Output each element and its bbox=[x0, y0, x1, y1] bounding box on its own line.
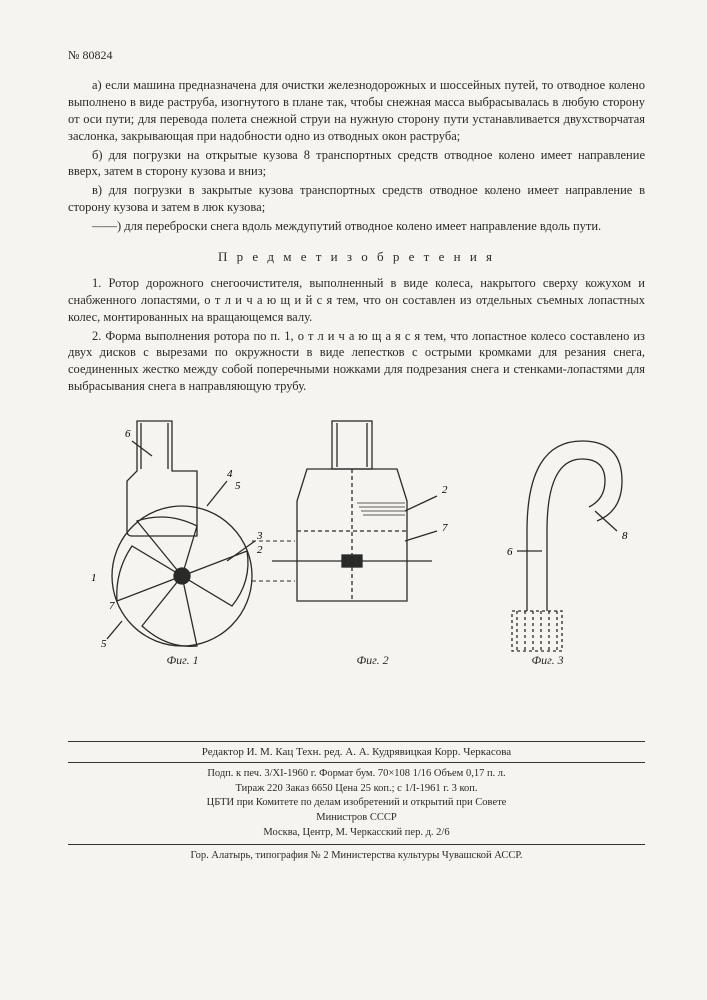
svg-text:6: 6 bbox=[125, 428, 131, 440]
claim-2: 2. Форма выполнения ротора по п. 1, о т … bbox=[68, 328, 645, 396]
svg-text:6: 6 bbox=[507, 546, 513, 558]
claim-1: 1. Ротор дорожного снегоочистителя, выпо… bbox=[68, 275, 645, 326]
fig3-label: Фиг. 3 bbox=[532, 653, 564, 668]
paragraph-b: б) для погрузки на открытые кузова 8 тра… bbox=[68, 147, 645, 181]
claims-heading: П р е д м е т и з о б р е т е н и я bbox=[68, 249, 645, 265]
svg-text:3: 3 bbox=[256, 530, 263, 542]
svg-text:7: 7 bbox=[109, 600, 115, 612]
svg-text:5: 5 bbox=[235, 480, 241, 492]
figures-block: 4 5 3 2 5 7 6 1 bbox=[77, 411, 637, 671]
editors-line: Редактор И. М. Кац Техн. ред. А. А. Кудр… bbox=[68, 741, 645, 763]
paragraph-d: ——) для переброски снега вдоль междупути… bbox=[68, 218, 645, 235]
fig1-label: Фиг. 1 bbox=[167, 653, 199, 668]
fig2-label: Фиг. 2 bbox=[357, 653, 389, 668]
paragraph-a: а) если машина предназначена для очистки… bbox=[68, 77, 645, 145]
imprint-l4: Министров СССР bbox=[68, 811, 645, 826]
figures-svg: 4 5 3 2 5 7 6 1 bbox=[77, 411, 637, 671]
svg-text:4: 4 bbox=[227, 468, 233, 480]
svg-text:8: 8 bbox=[622, 530, 628, 542]
svg-text:2: 2 bbox=[257, 544, 263, 556]
imprint-l2: Тираж 220 Заказ 6650 Цена 25 коп.; с 1/I… bbox=[68, 782, 645, 797]
svg-text:7: 7 bbox=[442, 522, 448, 534]
imprint-l3: ЦБТИ при Комитете по делам изобретений и… bbox=[68, 796, 645, 811]
paragraph-c: в) для погрузки в закрытые кузова трансп… bbox=[68, 182, 645, 216]
imprint-l5: Москва, Центр, М. Черкасский пер. д. 2/6 bbox=[68, 826, 645, 841]
imprint-l1: Подп. к печ. 3/XI-1960 г. Формат бум. 70… bbox=[68, 767, 645, 782]
svg-text:1: 1 bbox=[91, 572, 97, 584]
imprint-l6: Гор. Алатырь, типография № 2 Министерств… bbox=[68, 849, 645, 864]
svg-text:5: 5 bbox=[101, 638, 107, 650]
page: № 80824 а) если машина предназначена для… bbox=[0, 0, 707, 1000]
imprint-block: Подп. к печ. 3/XI-1960 г. Формат бум. 70… bbox=[68, 767, 645, 864]
imprint-rule bbox=[68, 844, 645, 845]
document-number: № 80824 bbox=[68, 48, 645, 63]
svg-text:2: 2 bbox=[442, 484, 448, 496]
